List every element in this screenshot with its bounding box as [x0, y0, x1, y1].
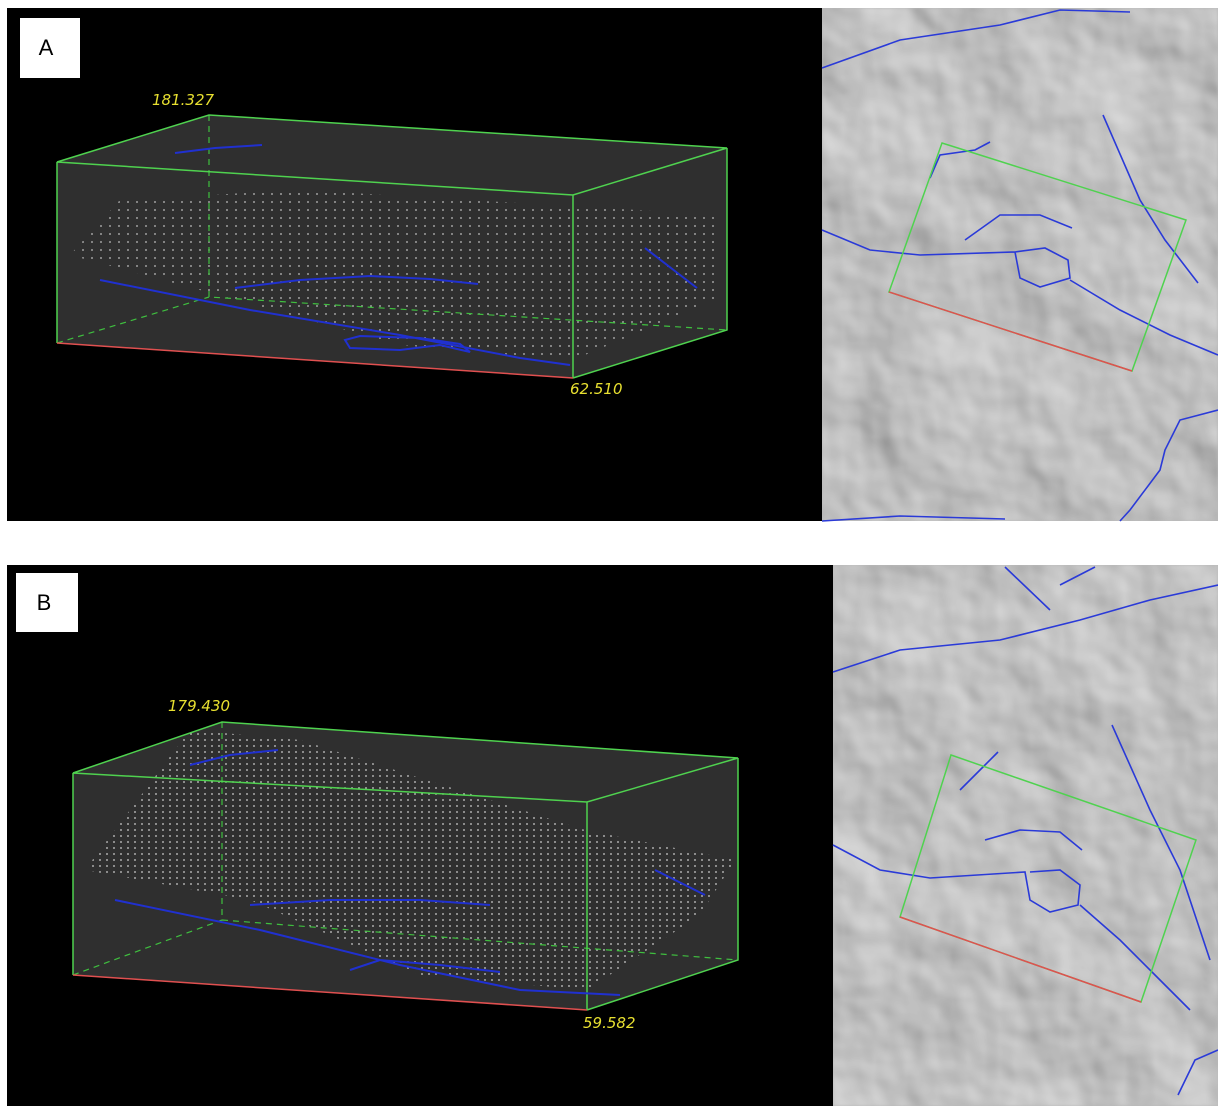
panel-label: B: [37, 590, 52, 615]
terrain: [822, 8, 1218, 521]
panel-b: 179.430 59.582 B: [7, 565, 1218, 1106]
min-value: 59.582: [583, 1014, 636, 1032]
min-value: 62.510: [570, 380, 623, 398]
terrain: [833, 565, 1218, 1106]
max-value: 179.430: [168, 697, 230, 715]
figure: 181.327 62.510 A 179.430 59.582 B: [0, 0, 1218, 1106]
panel-a: 181.327 62.510 A: [7, 8, 1218, 521]
panel-label: A: [39, 35, 54, 60]
max-value: 181.327: [152, 91, 214, 109]
